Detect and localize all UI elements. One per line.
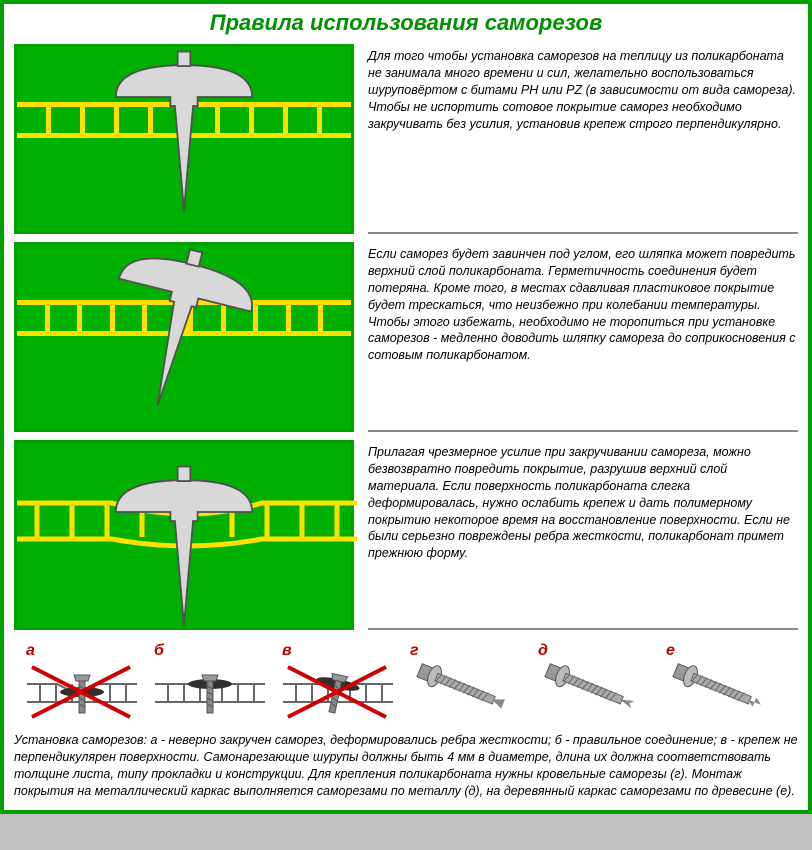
page: Правила использования саморезов Для того… xyxy=(0,0,812,814)
cross-section-icon xyxy=(22,662,142,722)
text-cell: Для того чтобы установка саморезов на те… xyxy=(368,44,798,234)
screw-side-icon xyxy=(406,662,526,717)
diagram-cell xyxy=(14,44,354,234)
footer-text: Установка саморезов: а - неверно закруче… xyxy=(14,732,798,800)
diagram-row: Для того чтобы установка саморезов на те… xyxy=(14,44,798,234)
example-item: г xyxy=(406,642,534,717)
row-text: Для того чтобы установка саморезов на те… xyxy=(368,48,798,132)
example-item: в xyxy=(278,642,406,722)
example-label: г xyxy=(410,642,534,660)
example-label: а xyxy=(26,642,150,660)
row-text: Если саморез будет завинчен под углом, е… xyxy=(368,246,798,364)
bottom-examples-row: а б xyxy=(14,642,798,722)
divider-line xyxy=(368,430,798,432)
diagram-row: Прилагая чрезмерное усилие при закручива… xyxy=(14,440,798,630)
divider-line xyxy=(368,232,798,234)
diagram-cell xyxy=(14,242,354,432)
diagram-row: Если саморез будет завинчен под углом, е… xyxy=(14,242,798,432)
diagram-cell xyxy=(14,440,354,630)
example-item: б xyxy=(150,642,278,722)
example-label: е xyxy=(666,642,790,660)
screw-side-icon xyxy=(534,662,654,717)
example-label: б xyxy=(154,642,278,660)
cross-section-icon xyxy=(278,662,398,722)
screw-side-icon xyxy=(662,662,782,717)
row-text: Прилагая чрезмерное усилие при закручива… xyxy=(368,444,798,562)
text-cell: Прилагая чрезмерное усилие при закручива… xyxy=(368,440,798,630)
screw-icon xyxy=(84,462,284,662)
screw-icon xyxy=(84,47,284,247)
example-item: д xyxy=(534,642,662,717)
example-item: е xyxy=(662,642,790,717)
cross-section-icon xyxy=(150,662,270,722)
page-title: Правила использования саморезов xyxy=(14,10,798,36)
example-label: в xyxy=(282,642,406,660)
example-label: д xyxy=(538,642,662,660)
diagram-rows: Для того чтобы установка саморезов на те… xyxy=(14,44,798,630)
divider-line xyxy=(368,628,798,630)
text-cell: Если саморез будет завинчен под углом, е… xyxy=(368,242,798,432)
screw-icon xyxy=(84,245,284,445)
example-item: а xyxy=(22,642,150,722)
